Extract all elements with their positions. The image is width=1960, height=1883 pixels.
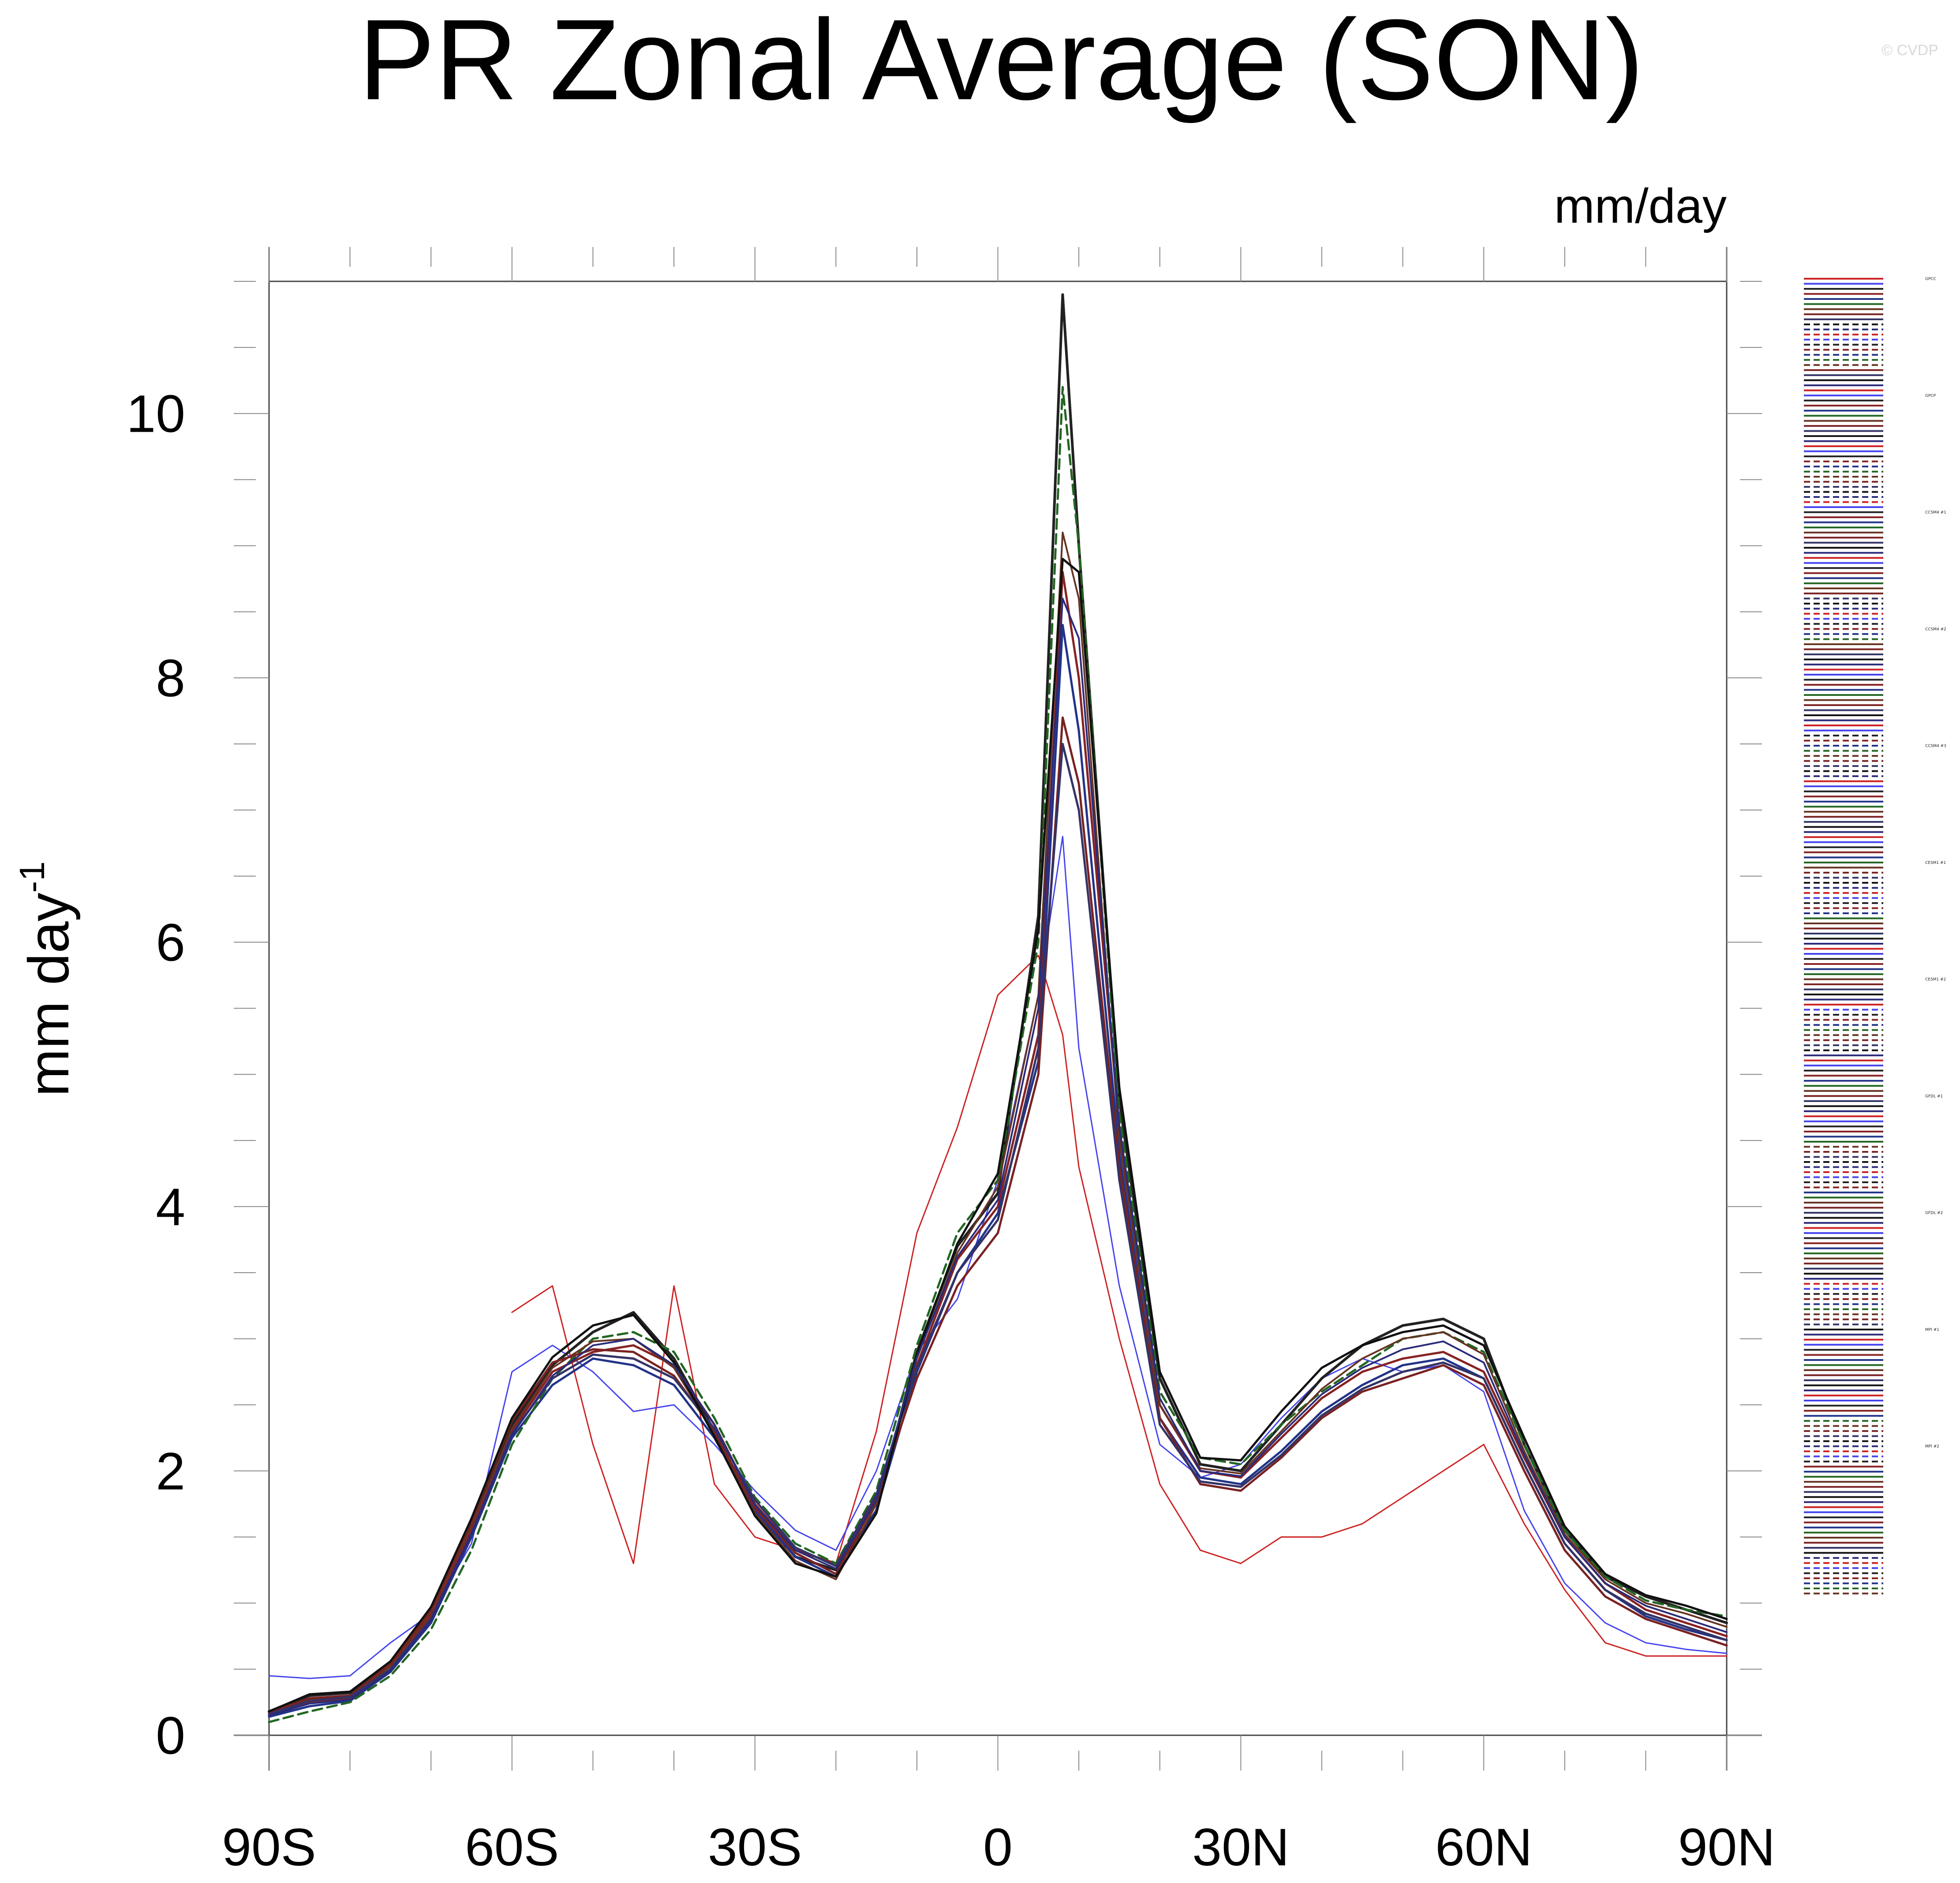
y-tick-label: 8 bbox=[156, 649, 185, 708]
x-tick-label: 30S bbox=[708, 1818, 802, 1877]
y-axis-label-text: mm day bbox=[16, 893, 81, 1096]
tick-marks bbox=[234, 247, 1762, 1771]
legend-label: GPCC bbox=[1925, 277, 1936, 281]
series-line-cesm1-1 bbox=[268, 386, 1728, 1723]
legend-label: CESM1 #1 bbox=[1925, 861, 1946, 865]
y-tick-label: 2 bbox=[156, 1442, 185, 1501]
series-line-gfdl-1 bbox=[268, 716, 1728, 1714]
x-tick-label: 60S bbox=[465, 1818, 559, 1877]
legend-label: MPI #2 bbox=[1925, 1445, 1939, 1449]
legend-label: GFDL #2 bbox=[1925, 1211, 1943, 1215]
y-tick-label: 4 bbox=[156, 1177, 185, 1237]
legend-label: CCSM4 #2 bbox=[1925, 627, 1946, 631]
y-tick-label: 10 bbox=[127, 385, 185, 444]
y-tick-label: 0 bbox=[156, 1706, 185, 1765]
series-line-cesm1-2 bbox=[268, 531, 1728, 1715]
series-line-gpcp bbox=[268, 836, 1728, 1679]
legend-label: CCSM4 #3 bbox=[1925, 744, 1946, 748]
legend-label: GFDL #1 bbox=[1925, 1094, 1943, 1098]
tick-labels: 90S 60S 30S 0 30N 60N 90N 0 2 4 6 8 10 bbox=[127, 385, 1776, 1877]
y-tick-label: 6 bbox=[156, 913, 185, 972]
copyright-text: © CVDP bbox=[1881, 42, 1938, 59]
series-line-mpi-2 bbox=[268, 598, 1728, 1716]
x-tick-label: 30N bbox=[1192, 1818, 1289, 1877]
y-axis-label: mm day-1 bbox=[12, 861, 81, 1096]
legend-label: MPI #1 bbox=[1925, 1328, 1939, 1332]
x-tick-label: 0 bbox=[983, 1818, 1013, 1877]
x-tick-label: 90N bbox=[1678, 1818, 1775, 1877]
series-line-gpcc bbox=[511, 955, 1728, 1657]
legend-label: GPCP bbox=[1925, 394, 1936, 398]
legend-label: CCSM4 #1 bbox=[1925, 511, 1946, 515]
legend-label: CESM1 #2 bbox=[1925, 978, 1946, 982]
series-lines bbox=[268, 293, 1728, 1723]
legend: GPCC GPCP CCSM4 #1 CCSM4 #2 CCSM4 #3 CESM1 #1… bbox=[1804, 277, 1946, 1595]
x-tick-label: 90S bbox=[222, 1818, 316, 1877]
chart-title: PR Zonal Average (SON) bbox=[359, 0, 1644, 124]
x-tick-label: 60N bbox=[1435, 1818, 1532, 1877]
units-label: mm/day bbox=[1554, 179, 1727, 233]
series-line-ccsm4-2 bbox=[268, 571, 1728, 1717]
series-line-mpi-1 bbox=[268, 557, 1728, 1713]
y-axis-label-superscript: -1 bbox=[12, 861, 52, 893]
